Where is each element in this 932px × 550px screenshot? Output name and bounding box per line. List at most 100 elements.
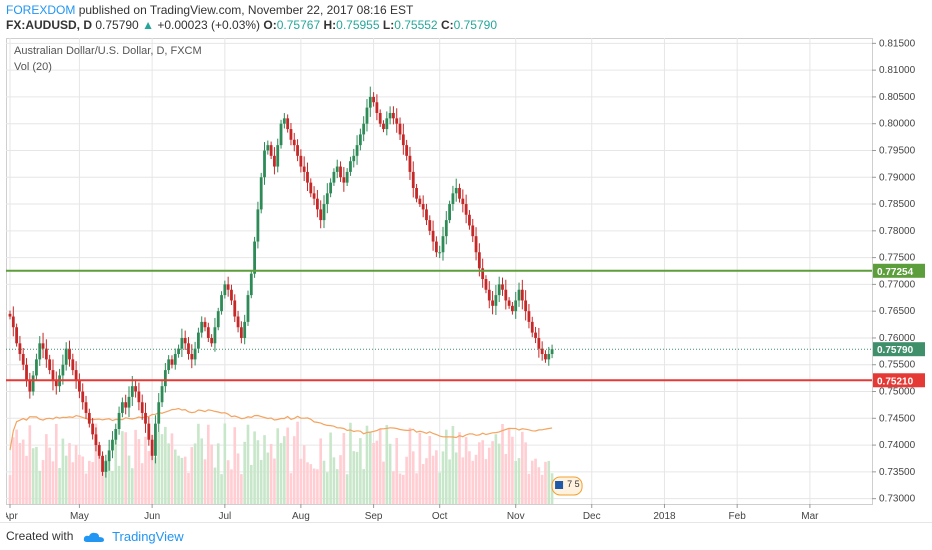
candle-body[interactable] (411, 171, 415, 188)
candle-body[interactable] (474, 236, 478, 253)
candle-body[interactable] (94, 434, 98, 446)
candle-body[interactable] (398, 123, 402, 135)
candle-body[interactable] (375, 102, 379, 113)
candle-body[interactable] (25, 364, 28, 381)
candle-body[interactable] (230, 289, 233, 301)
candle-body[interactable] (124, 402, 128, 408)
candle-body[interactable] (434, 241, 438, 253)
candle-body[interactable] (203, 321, 207, 328)
candle-body[interactable] (292, 139, 296, 146)
candle-body[interactable] (537, 337, 541, 349)
candle-body[interactable] (31, 375, 35, 392)
candle-body[interactable] (507, 300, 511, 306)
candle-body[interactable] (273, 155, 276, 167)
candle-body[interactable] (127, 396, 131, 408)
candle-body[interactable] (352, 155, 356, 162)
candle-body[interactable] (355, 145, 359, 156)
candle-body[interactable] (236, 316, 240, 328)
candle-body[interactable] (38, 343, 42, 360)
candle-body[interactable] (167, 359, 171, 371)
candle-body[interactable] (249, 273, 253, 296)
candle-body[interactable] (471, 225, 475, 237)
candle-body[interactable] (315, 198, 319, 210)
candle-body[interactable] (97, 445, 101, 456)
candle-body[interactable] (68, 348, 71, 360)
candle-body[interactable] (213, 327, 217, 344)
tradingview-brand[interactable]: TradingView (112, 529, 184, 545)
candle-body[interactable] (382, 123, 385, 130)
candle-body[interactable] (451, 193, 455, 205)
candle-body[interactable] (253, 241, 256, 274)
candle-body[interactable] (335, 166, 339, 172)
chart-area[interactable]: 0.81500 0.81000 0.80500 0.80000 0.79500 0.790… (6, 38, 926, 522)
candle-body[interactable] (35, 359, 38, 376)
candle-body[interactable] (378, 112, 382, 124)
candle-body[interactable] (61, 364, 65, 376)
candle-body[interactable] (299, 155, 303, 167)
candle-body[interactable] (48, 359, 52, 371)
candle-body[interactable] (41, 343, 45, 349)
candle-body[interactable] (306, 171, 309, 183)
candle-body[interactable] (368, 96, 372, 108)
candle-body[interactable] (64, 348, 68, 365)
candle-body[interactable] (550, 349, 554, 355)
candle-body[interactable] (385, 118, 389, 130)
candle-body[interactable] (395, 118, 399, 124)
candle-body[interactable] (401, 134, 405, 146)
candle-body[interactable] (421, 204, 425, 210)
candle-body[interactable] (289, 129, 293, 140)
candle-body[interactable] (454, 187, 458, 194)
candle-body[interactable] (477, 252, 481, 269)
candle-body[interactable] (484, 279, 488, 290)
candle-body[interactable] (501, 284, 504, 290)
candle-body[interactable] (220, 295, 223, 312)
candle-body[interactable] (481, 268, 485, 280)
candle-body[interactable] (266, 145, 270, 151)
candle-body[interactable] (150, 439, 154, 456)
candle-body[interactable] (163, 370, 167, 387)
candle-body[interactable] (81, 391, 85, 403)
candle-body[interactable] (104, 461, 108, 472)
candle-body[interactable] (160, 386, 164, 403)
candle-body[interactable] (511, 305, 514, 312)
candle-body[interactable] (540, 348, 544, 355)
candle-body[interactable] (322, 204, 326, 221)
candle-body[interactable] (269, 145, 273, 156)
candle-body[interactable] (216, 311, 220, 328)
candle-body[interactable] (259, 177, 263, 210)
candle-body[interactable] (491, 300, 494, 306)
candle-body[interactable] (157, 402, 161, 424)
candle-body[interactable] (87, 412, 91, 424)
candle-body[interactable] (444, 220, 448, 237)
candle-body[interactable] (21, 354, 25, 365)
candle-body[interactable] (468, 214, 471, 226)
candle-body[interactable] (226, 284, 230, 290)
candle-body[interactable] (388, 112, 392, 119)
candle-body[interactable] (183, 337, 187, 344)
candle-body[interactable] (325, 193, 329, 205)
candle-body[interactable] (517, 289, 521, 301)
candle-body[interactable] (309, 182, 313, 194)
candle-body[interactable] (530, 321, 534, 333)
candle-body[interactable] (114, 429, 118, 440)
candle-body[interactable] (487, 289, 491, 301)
candle-body[interactable] (187, 343, 190, 355)
candle-body[interactable] (8, 313, 12, 317)
candle-body[interactable] (405, 145, 409, 156)
candle-body[interactable] (44, 348, 48, 360)
candle-body[interactable] (279, 123, 283, 146)
candle-body[interactable] (239, 327, 243, 338)
candle-body[interactable] (544, 354, 547, 360)
publisher-link[interactable]: FOREXDOM (6, 3, 76, 17)
candle-body[interactable] (206, 327, 210, 338)
candle-body[interactable] (332, 171, 336, 183)
candle-body[interactable] (504, 289, 508, 301)
candle-body[interactable] (276, 145, 280, 167)
candle-body[interactable] (408, 155, 412, 172)
candle-body[interactable] (111, 439, 114, 451)
candle-body[interactable] (28, 380, 32, 392)
candle-body[interactable] (312, 193, 316, 199)
candle-body[interactable] (233, 300, 237, 317)
candle-body[interactable] (223, 284, 227, 296)
candle-body[interactable] (170, 359, 174, 365)
